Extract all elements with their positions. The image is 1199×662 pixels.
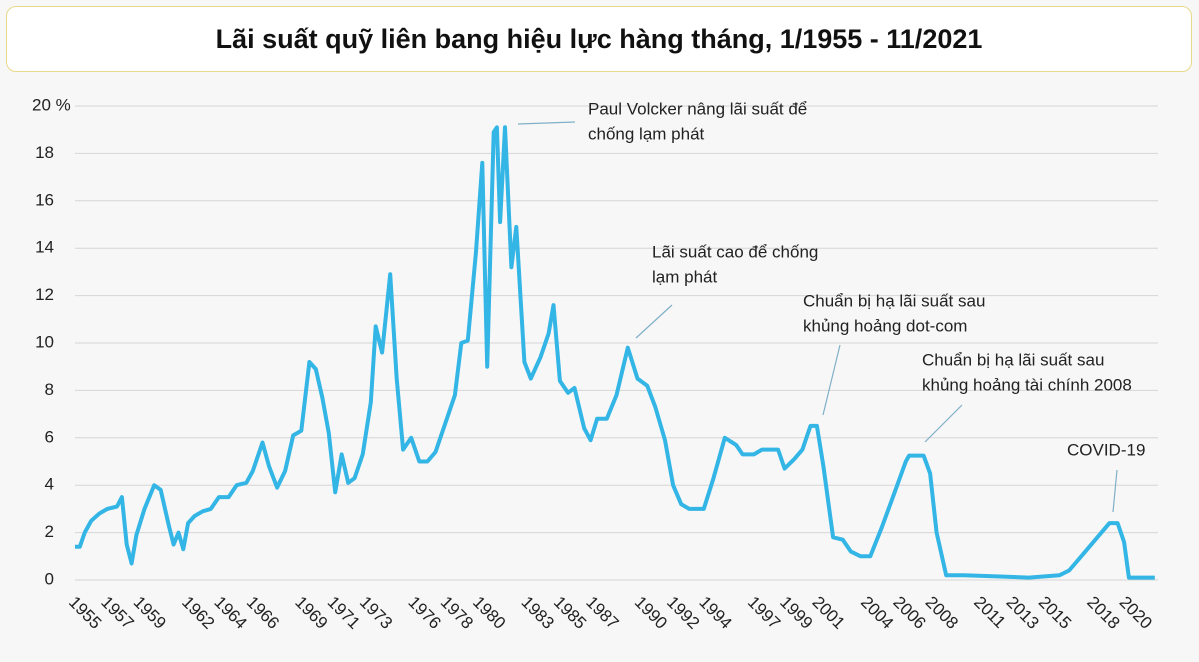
y-tick-label: 0 — [45, 569, 54, 588]
x-tick-label: 2008 — [922, 593, 962, 633]
chart-title: Lãi suất quỹ liên bang hiệu lực hàng thá… — [215, 23, 983, 54]
y-tick-label: 8 — [45, 380, 54, 399]
x-tick-label: 1959 — [130, 593, 170, 633]
y-tick-label: 16 — [35, 190, 54, 209]
y-tick-label: 18 — [35, 143, 54, 162]
x-tick-label: 1987 — [582, 593, 622, 633]
y-tick-label: 10 — [35, 332, 54, 351]
annotation-text: Lãi suất cao để chống — [652, 242, 818, 261]
x-tick-label: 1964 — [210, 593, 250, 633]
y-tick-label: 20 % — [32, 95, 71, 114]
annotation-text: lạm phát — [652, 267, 717, 286]
x-tick-label: 1978 — [437, 593, 477, 633]
annotation-text: chống lạm phát — [588, 124, 705, 143]
y-tick-label: 12 — [35, 285, 54, 304]
annotation-text: Paul Volcker nâng lãi suất để — [588, 99, 807, 118]
x-tick-label: 1971 — [324, 593, 364, 633]
x-tick-label: 1985 — [550, 593, 590, 633]
x-tick-label: 1957 — [97, 593, 137, 633]
y-tick-label: 6 — [45, 427, 54, 446]
annotation-leader — [1112, 469, 1118, 513]
y-tick-label: 2 — [45, 522, 54, 541]
x-tick-label: 1980 — [469, 593, 509, 633]
y-tick-label: 4 — [45, 475, 54, 494]
title-box: Lãi suất quỹ liên bang hiệu lực hàng thá… — [6, 6, 1192, 72]
x-tick-label: 2011 — [970, 593, 1009, 632]
x-tick-label: 1983 — [518, 593, 558, 633]
x-tick-label: 1955 — [65, 593, 105, 633]
x-tick-label: 1969 — [291, 593, 331, 633]
annotation-text: COVID-19 — [1067, 440, 1145, 459]
annotation-text: Chuẩn bị hạ lãi suất sau — [922, 350, 1104, 369]
x-tick-label: 1976 — [404, 593, 444, 633]
x-tick-label: 2006 — [889, 593, 929, 633]
x-tick-label: 1973 — [356, 593, 396, 633]
annotation-text: Chuẩn bị hạ lãi suất sau — [803, 291, 985, 310]
x-tick-label: 2013 — [1003, 593, 1043, 633]
x-tick-label: 2020 — [1116, 593, 1156, 633]
x-tick-label: 2004 — [857, 593, 897, 633]
x-tick-label: 1999 — [776, 593, 816, 633]
x-tick-label: 1962 — [178, 593, 218, 633]
x-tick-label: 1992 — [663, 593, 703, 633]
annotation-leader — [517, 121, 576, 125]
x-tick-label: 2015 — [1035, 593, 1075, 633]
x-tick-label: 2001 — [809, 593, 849, 633]
x-tick-label: 2018 — [1083, 593, 1123, 633]
annotation-leader — [924, 404, 963, 443]
x-tick-label: 1990 — [631, 593, 671, 633]
annotation-leader — [822, 344, 841, 416]
x-tick-label: 1997 — [744, 593, 784, 633]
annotation-text: khủng hoảng dot-com — [803, 316, 967, 335]
x-tick-label: 1994 — [695, 593, 735, 633]
y-tick-label: 14 — [35, 238, 54, 257]
x-tick-label: 1966 — [243, 593, 283, 633]
line-series — [75, 125, 1155, 580]
annotation-text: khủng hoảng tài chính 2008 — [922, 375, 1132, 394]
annotation-leader — [635, 304, 673, 339]
